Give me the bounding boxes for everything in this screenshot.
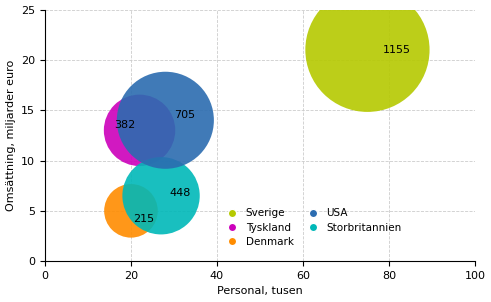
Text: 382: 382 [114, 120, 135, 130]
Text: 215: 215 [133, 214, 154, 224]
Y-axis label: Omsättning, miljarder euro: Omsättning, miljarder euro [5, 60, 16, 211]
Point [136, 128, 143, 133]
Point [127, 208, 135, 213]
Point [363, 47, 371, 52]
Point [162, 118, 169, 123]
Text: 1155: 1155 [382, 45, 410, 55]
Text: 705: 705 [174, 110, 195, 120]
Text: 448: 448 [170, 188, 191, 198]
Point [157, 193, 165, 198]
X-axis label: Personal, tusen: Personal, tusen [217, 286, 303, 297]
Legend: Sverige, Tyskland, Denmark, USA, Storbritannien: Sverige, Tyskland, Denmark, USA, Storbri… [218, 204, 406, 251]
